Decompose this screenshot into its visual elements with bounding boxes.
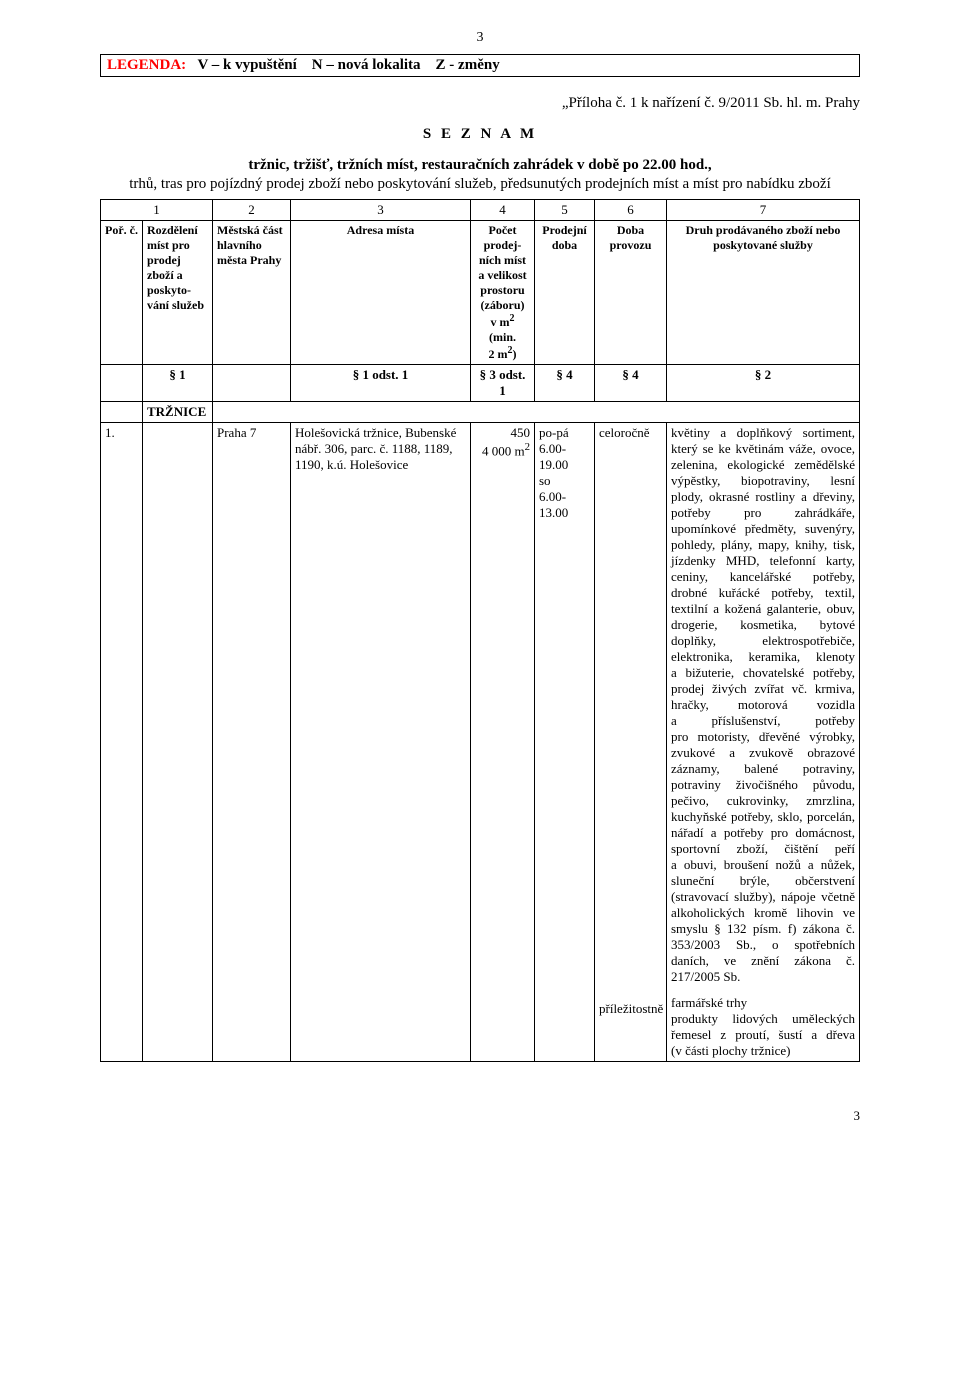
row1-num: 1.: [101, 423, 143, 1062]
para-c8: § 2: [667, 365, 860, 402]
page-number-bottom: 3: [0, 1102, 960, 1134]
legend-box: LEGENDA: V – k vypuštění N – nová lokali…: [100, 54, 860, 77]
hlabel-prodejni-doba: Prodejní doba: [535, 221, 595, 365]
row1-druh: květiny a doplňkový sortiment, který se …: [667, 423, 860, 1062]
para-c3: [213, 365, 291, 402]
hlabel-rozdeleni: Rozdělení míst pro prodej zboží a poskyt…: [143, 221, 213, 365]
section-trznice: TRŽNICE: [101, 402, 860, 423]
table-header-nums: 1 2 3 4 5 6 7: [101, 200, 860, 221]
hlabel-doba-provozu: Doba provozu: [595, 221, 667, 365]
legend-text: V – k vypuštění N – nová lokalita Z - zm…: [186, 57, 500, 73]
hlabel-mc: Městská část hlavního města Prahy: [213, 221, 291, 365]
row1-pocet: 450 4 000 m2: [471, 423, 535, 1062]
page-number-top: 3: [100, 30, 860, 46]
row1-adresa: Holešovická tržnice, Bubenské nábř. 306,…: [291, 423, 471, 1062]
hnum-2: 2: [213, 200, 291, 221]
hnum-1: 1: [101, 200, 213, 221]
row1-prodejni-doba: po-pá 6.00-19.00 so 6.00-13.00: [535, 423, 595, 1062]
hnum-4: 4: [471, 200, 535, 221]
hlabel-druh: Druh prodávaného zboží nebo poskytované …: [667, 221, 860, 365]
hlabel-por: Poř. č.: [101, 221, 143, 365]
hlabel-adresa: Adresa místa: [291, 221, 471, 365]
main-table: 1 2 3 4 5 6 7 Poř. č. Rozdělení míst pro…: [100, 199, 860, 1062]
hnum-5: 5: [535, 200, 595, 221]
para-c7: § 4: [595, 365, 667, 402]
table-para-row: § 1 § 1 odst. 1 § 3 odst. 1 § 4 § 4 § 2: [101, 365, 860, 402]
trznice-c0: [101, 402, 143, 423]
row1-doba-provozu: celoročně příležitostně: [595, 423, 667, 1062]
trznice-rest: [213, 402, 860, 423]
seznam-heading: S E Z N A M: [100, 126, 860, 143]
hlabel-pocet: Počet prodej-ních míst a velikost prosto…: [471, 221, 535, 365]
table-row: 1. Praha 7 Holešovická tržnice, Bubenské…: [101, 423, 860, 1062]
subtitle-plain: trhů, tras pro pojízdný prodej zboží neb…: [100, 176, 860, 193]
para-c4: § 1 odst. 1: [291, 365, 471, 402]
hnum-7: 7: [667, 200, 860, 221]
attachment-title: „Příloha č. 1 k nařízení č. 9/2011 Sb. h…: [100, 95, 860, 112]
table-header-labels: Poř. č. Rozdělení míst pro prodej zboží …: [101, 221, 860, 365]
hnum-6: 6: [595, 200, 667, 221]
hnum-3: 3: [291, 200, 471, 221]
para-c2: § 1: [143, 365, 213, 402]
trznice-label: TRŽNICE: [143, 402, 213, 423]
para-c5: § 3 odst. 1: [471, 365, 535, 402]
legend-label: LEGENDA:: [107, 57, 186, 73]
row1-mc: Praha 7: [213, 423, 291, 1062]
subtitle-bold: tržnic, tržišť, tržních míst, restauračn…: [100, 157, 860, 174]
para-c6: § 4: [535, 365, 595, 402]
para-c0: [101, 365, 143, 402]
row1-rozdeleni: [143, 423, 213, 1062]
